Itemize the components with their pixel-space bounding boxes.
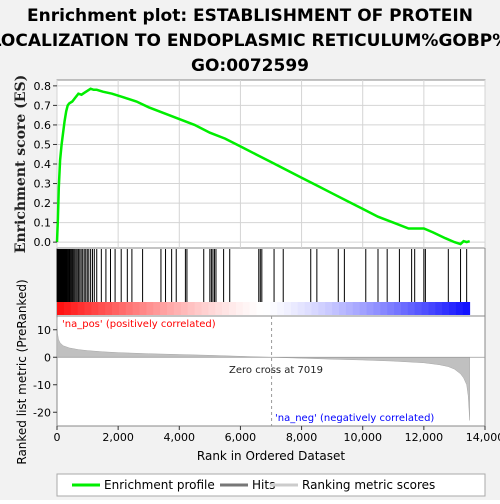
rank-color-bar-segment xyxy=(236,302,243,315)
rank-color-bar-segment xyxy=(428,302,435,315)
rank-color-bar-segment xyxy=(325,302,332,315)
rank-color-bar-segment xyxy=(346,302,353,315)
x-tick-label: 0 xyxy=(54,431,61,444)
rank-color-bar-segment xyxy=(188,302,195,315)
es-ytick-label: 0.7 xyxy=(34,99,52,112)
x-tick-label: 10,000 xyxy=(343,431,382,444)
rank-color-bar-segment xyxy=(463,302,470,315)
rank-color-bar-segment xyxy=(387,302,394,315)
rank-color-bar-segment xyxy=(339,302,346,315)
legend: Enrichment profile Hits Ranking metric s… xyxy=(57,474,485,496)
rank-ytick-label: -10 xyxy=(33,379,51,392)
rank-color-bar-segment xyxy=(222,302,229,315)
es-ytick-label: 0.8 xyxy=(34,80,52,93)
rank-color-bar-segment xyxy=(250,302,257,315)
es-ytick-label: 0.2 xyxy=(34,197,52,210)
rank-ytick-label: 0 xyxy=(44,351,51,364)
chart-title-line-3: GO:0072599 xyxy=(191,56,309,76)
rank-color-bar-segment xyxy=(367,302,374,315)
x-tick-label: 2,000 xyxy=(102,431,134,444)
rank-color-bar-segment xyxy=(305,302,312,315)
rank-color-bar-segment xyxy=(91,302,98,315)
rank-color-bar-segment xyxy=(256,302,263,315)
rank-color-bar-segment xyxy=(208,302,215,315)
rank-color-bar-segment xyxy=(456,302,463,315)
es-ytick-label: 0.5 xyxy=(34,138,52,151)
rank-color-bar-segment xyxy=(277,302,284,315)
rank-color-bar-segment xyxy=(98,302,105,315)
x-tick-label: 12,000 xyxy=(405,431,444,444)
rank-color-bar-segment xyxy=(174,302,181,315)
rank-color-bar-segment xyxy=(270,302,277,315)
rank-color-bar-segment xyxy=(146,302,153,315)
rank-color-bar-segment xyxy=(318,302,325,315)
rank-color-bar-segment xyxy=(133,302,140,315)
rank-y-axis-label: Ranked list metric (PreRanked) xyxy=(15,279,29,464)
x-tick-label: 4,000 xyxy=(164,431,196,444)
rank-color-bar-segment xyxy=(201,302,208,315)
rank-color-bar-segment xyxy=(415,302,422,315)
es-ytick-label: 0.3 xyxy=(34,178,52,191)
rank-color-bar-segment xyxy=(160,302,167,315)
rank-color-bar-segment xyxy=(105,302,112,315)
rank-color-bar-segment xyxy=(85,302,92,315)
rank-color-bar-segment xyxy=(380,302,387,315)
rank-ytick-label: -20 xyxy=(33,406,51,419)
neg-correlated-label: 'na_neg' (negatively correlated) xyxy=(275,413,434,424)
rank-color-bar-segment xyxy=(408,302,415,315)
rank-color-bar-segment xyxy=(312,302,319,315)
rank-color-bar-segment xyxy=(195,302,202,315)
chart-title-line-2: LOCALIZATION TO ENDOPLASMIC RETICULUM%GO… xyxy=(0,31,500,51)
rank-color-bar-segment xyxy=(78,302,85,315)
rank-color-bar-segment xyxy=(71,302,78,315)
rank-color-bar-segment xyxy=(140,302,147,315)
es-ytick-label: 0.4 xyxy=(34,158,52,171)
rank-color-bar-segment xyxy=(112,302,119,315)
rank-color-bar-segment xyxy=(126,302,133,315)
rank-color-bar-segment xyxy=(243,302,250,315)
rank-color-bar-segment xyxy=(401,302,408,315)
rank-color-bar-segment xyxy=(119,302,126,315)
pos-correlated-label: 'na_pos' (positively correlated) xyxy=(62,319,216,330)
es-ytick-label: 0.0 xyxy=(34,236,52,249)
rank-color-bar-segment xyxy=(181,302,188,315)
es-y-axis-label: Enrichment score (ES) xyxy=(13,75,29,253)
rank-color-bar-segment xyxy=(353,302,360,315)
rank-color-bar-segment xyxy=(298,302,305,315)
x-tick-label: 14,000 xyxy=(466,431,500,444)
rank-color-bar-segment xyxy=(373,302,380,315)
rank-color-bar-segment xyxy=(449,302,456,315)
rank-color-bar-segment xyxy=(229,302,236,315)
rank-color-bar-segment xyxy=(167,302,174,315)
rank-color-bar-segment xyxy=(57,302,64,315)
rank-color-bar-segment xyxy=(153,302,160,315)
rank-color-bar-segment xyxy=(284,302,291,315)
x-axis-label: Rank in Ordered Dataset xyxy=(197,449,345,463)
es-ytick-label: 0.1 xyxy=(34,217,52,230)
chart-title-line-1: Enrichment plot: ESTABLISHMENT OF PROTEI… xyxy=(27,6,473,26)
rank-color-bar-segment xyxy=(394,302,401,315)
es-ytick-label: 0.6 xyxy=(34,119,52,132)
zero-cross-label: Zero cross at 7019 xyxy=(229,365,323,376)
rank-ytick-label: 10 xyxy=(37,324,51,337)
rank-color-bar-segment xyxy=(332,302,339,315)
x-tick-label: 6,000 xyxy=(225,431,257,444)
es-grid xyxy=(57,80,485,248)
rank-color-bar-segment xyxy=(64,302,71,315)
rank-color-bar-segment xyxy=(291,302,298,315)
rank-color-bar-segment xyxy=(442,302,449,315)
rank-color-bar-segment xyxy=(263,302,270,315)
rank-color-bar-segment xyxy=(435,302,442,315)
rank-color-bar-segment xyxy=(422,302,429,315)
x-tick-label: 8,000 xyxy=(286,431,318,444)
rank-color-bar-segment xyxy=(360,302,367,315)
rank-color-bar-segment xyxy=(215,302,222,315)
legend-label-enrichment: Enrichment profile xyxy=(104,478,215,492)
legend-label-ranking: Ranking metric scores xyxy=(302,478,435,492)
